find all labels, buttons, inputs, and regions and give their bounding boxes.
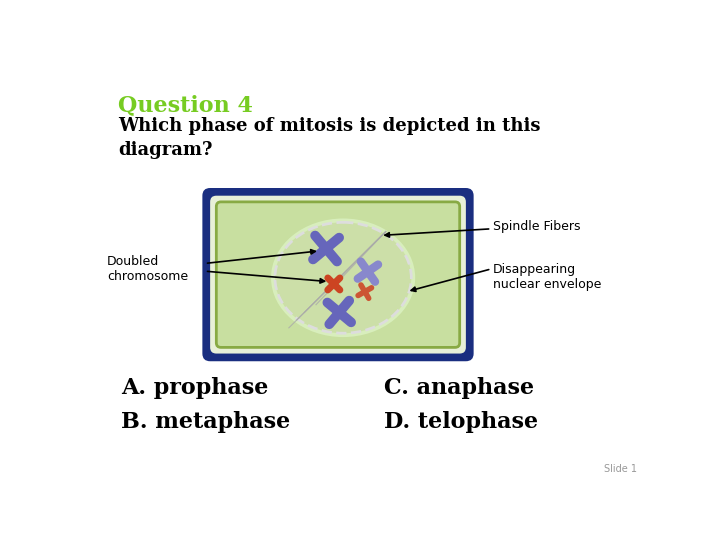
FancyBboxPatch shape xyxy=(202,188,474,361)
Text: C. anaphase: C. anaphase xyxy=(384,377,535,400)
Text: Slide 1: Slide 1 xyxy=(604,464,637,475)
Text: Question 4: Question 4 xyxy=(118,94,253,116)
Text: Disappearing
nuclear envelope: Disappearing nuclear envelope xyxy=(493,264,601,292)
Text: A. prophase: A. prophase xyxy=(121,377,269,400)
Text: Doubled
chromosome: Doubled chromosome xyxy=(107,255,188,283)
Ellipse shape xyxy=(271,219,415,337)
FancyBboxPatch shape xyxy=(216,202,459,347)
Text: B. metaphase: B. metaphase xyxy=(121,411,290,433)
FancyBboxPatch shape xyxy=(210,195,466,354)
FancyBboxPatch shape xyxy=(86,60,652,485)
Text: Spindle Fibers: Spindle Fibers xyxy=(493,220,580,233)
Text: D. telophase: D. telophase xyxy=(384,411,539,433)
Ellipse shape xyxy=(275,222,411,333)
Text: Which phase of mitosis is depicted in this
diagram?: Which phase of mitosis is depicted in th… xyxy=(118,117,541,159)
